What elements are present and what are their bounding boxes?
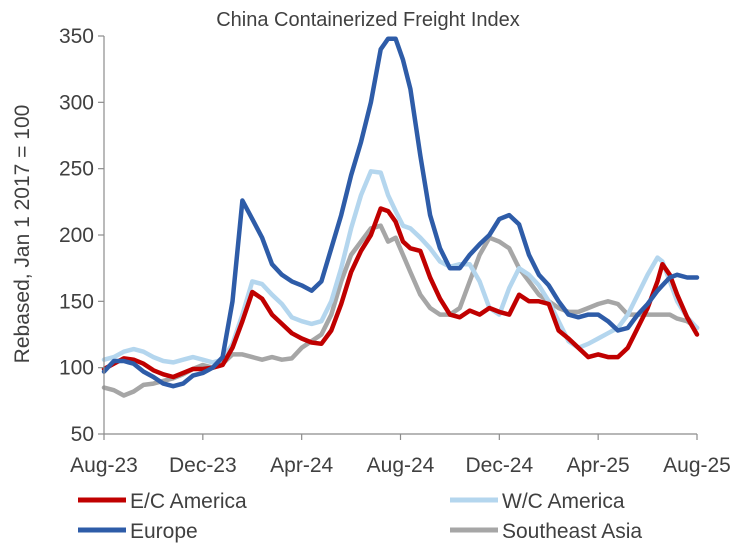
legend-label-europe: Europe <box>130 520 198 543</box>
x-tick-label: Apr-24 <box>270 454 333 477</box>
legend-label-southeast-asia: Southeast Asia <box>502 520 642 543</box>
y-tick-label: 50 <box>71 423 94 446</box>
x-tick-label: Aug-25 <box>663 454 731 477</box>
x-tick-label: Dec-23 <box>169 454 237 477</box>
axes: 50 100 150 200 250 300 350 Aug-23 Dec-23 Apr-24 Au… <box>59 25 731 477</box>
chart-title: China Containerized Freight Index <box>216 9 520 31</box>
legend-label-w-c-america: W/C America <box>502 490 625 513</box>
x-tick-label: Aug-23 <box>70 454 138 477</box>
y-tick-label: 350 <box>59 25 94 48</box>
x-tick-label: Aug-24 <box>367 454 435 477</box>
y-axis-label: Rebased, Jan 1 2017 = 100 <box>11 105 34 364</box>
series-line-w-c-america <box>101 169 700 365</box>
y-tick-label: 100 <box>59 357 94 380</box>
series-line-southeast-asia <box>101 223 700 398</box>
legend-label-e-c-america: E/C America <box>130 490 247 513</box>
legend: E/C America W/C America Europe Southeast As… <box>78 490 642 543</box>
x-tick-label: Dec-24 <box>465 454 533 477</box>
y-tick-label: 150 <box>59 290 94 313</box>
y-tick-label: 300 <box>59 91 94 114</box>
plot-lines <box>101 36 700 398</box>
series-line-e-c-america <box>101 206 700 380</box>
series-line-europe <box>101 36 700 389</box>
y-tick-label: 250 <box>59 158 94 181</box>
x-tick-label: Apr-25 <box>567 454 630 477</box>
y-tick-label: 200 <box>59 224 94 247</box>
